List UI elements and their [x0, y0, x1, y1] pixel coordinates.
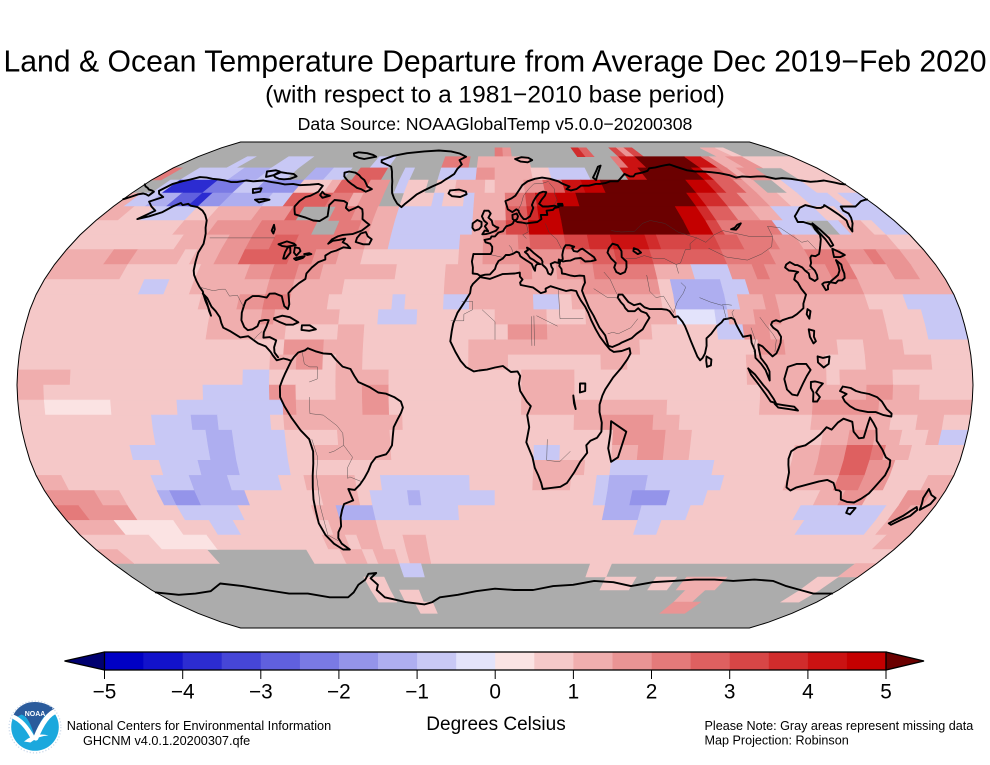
svg-text:GHCNM v4.0.1.20200307.qfe: GHCNM v4.0.1.20200307.qfe — [83, 734, 250, 748]
svg-text:4: 4 — [802, 681, 814, 704]
svg-text:−1: −1 — [405, 681, 429, 704]
svg-text:NOAA: NOAA — [25, 711, 46, 718]
svg-text:Degrees Celsius: Degrees Celsius — [426, 714, 565, 735]
svg-text:−4: −4 — [171, 681, 195, 704]
svg-text:−3: −3 — [249, 681, 273, 704]
svg-text:−2: −2 — [327, 681, 351, 704]
svg-text:1: 1 — [568, 681, 580, 704]
svg-text:Map Projection: Robinson: Map Projection: Robinson — [705, 734, 849, 748]
svg-text:Please Note: Gray areas repres: Please Note: Gray areas represent missin… — [705, 719, 974, 733]
svg-text:−5: −5 — [93, 681, 117, 704]
svg-text:Land & Ocean Temperature Depar: Land & Ocean Temperature Departure from … — [3, 46, 986, 79]
svg-text:Data Source: NOAAGlobalTemp v5: Data Source: NOAAGlobalTemp v5.0.0−20200… — [298, 114, 693, 134]
svg-text:5: 5 — [880, 681, 892, 704]
svg-text:(with respect to a 1981−2010 b: (with respect to a 1981−2010 base period… — [265, 82, 725, 109]
svg-text:National Centers for Environme: National Centers for Environmental Infor… — [67, 719, 331, 733]
svg-text:0: 0 — [489, 681, 501, 704]
svg-text:3: 3 — [724, 681, 736, 704]
svg-text:2: 2 — [646, 681, 658, 704]
